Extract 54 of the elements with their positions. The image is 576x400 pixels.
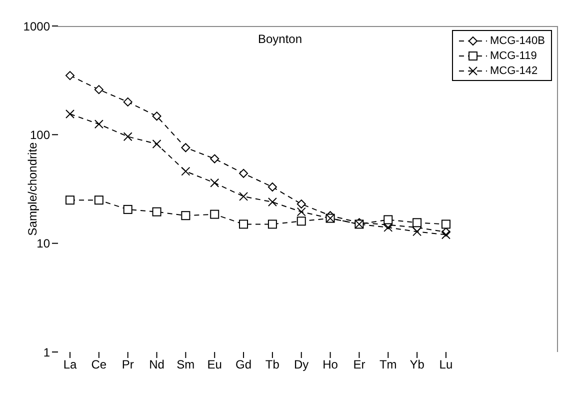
annotation: Boynton — [258, 32, 302, 46]
point — [123, 204, 132, 214]
y-tick-label: 100 — [30, 128, 50, 142]
x-tick-label: Er — [353, 358, 366, 372]
point — [441, 220, 450, 229]
x-tick-label: Pr — [122, 358, 134, 372]
legend-label: MCG-142 — [490, 64, 538, 76]
point — [239, 192, 248, 201]
point — [384, 222, 393, 232]
point — [210, 210, 220, 219]
x-tick-label: Eu — [207, 358, 222, 372]
point — [94, 196, 104, 205]
point — [123, 132, 132, 142]
point — [94, 85, 104, 94]
x-tick-label: La — [63, 358, 77, 372]
x-tick-label: Nd — [149, 358, 164, 372]
point — [384, 215, 393, 224]
point — [296, 216, 306, 226]
point — [268, 198, 277, 207]
point — [181, 166, 190, 176]
point — [152, 112, 162, 121]
x-tick-label: Dy — [294, 358, 309, 372]
point — [181, 143, 190, 152]
point — [412, 227, 422, 236]
point — [181, 211, 190, 220]
point — [210, 178, 220, 188]
legend-label: MCG-119 — [490, 50, 537, 62]
point — [152, 140, 162, 149]
x-tick-label: Tm — [379, 358, 397, 372]
x-tick-label: Gd — [236, 358, 252, 372]
x-tick-label: Sm — [176, 358, 195, 372]
point — [441, 230, 450, 240]
y-axis-title: Sample/chondrite — [25, 142, 40, 236]
x-tick-label: Tb — [265, 358, 280, 372]
point — [268, 220, 277, 229]
point — [239, 168, 248, 178]
point — [239, 220, 248, 229]
y-tick-label: 10 — [36, 236, 50, 251]
point — [268, 182, 277, 192]
y-tick-label: 1000 — [23, 19, 50, 34]
point — [123, 97, 132, 106]
point — [66, 71, 74, 80]
y-tick-label: 1 — [43, 345, 50, 360]
x-tick-label: Ce — [91, 358, 107, 372]
legend-label: MCG-140B — [490, 34, 545, 46]
x-tick-label: Lu — [439, 358, 453, 372]
point — [296, 207, 306, 216]
x-tick-label: Ho — [322, 358, 338, 372]
point — [412, 218, 422, 228]
point — [152, 207, 162, 216]
point — [66, 196, 74, 205]
point — [94, 120, 104, 129]
x-tick-label: Yb — [410, 358, 425, 372]
point — [66, 109, 74, 118]
